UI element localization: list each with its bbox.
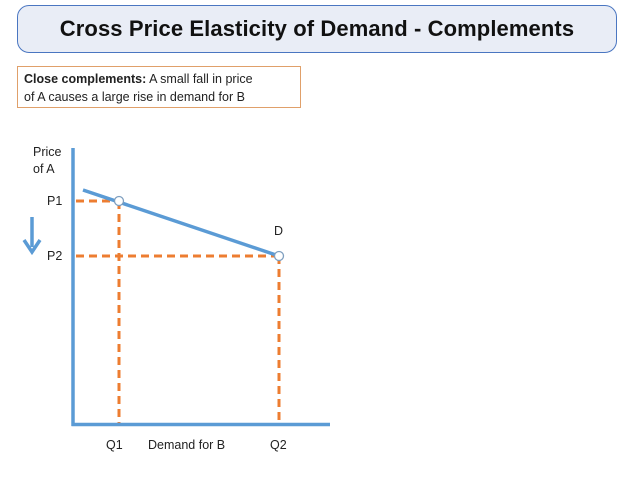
- note-line-2: of A causes a large rise in demand for B: [24, 90, 245, 104]
- note-bold-label: Close complements:: [24, 72, 147, 86]
- point-p2-q2: [273, 250, 285, 262]
- q1-label: Q1: [106, 438, 123, 452]
- y-axis-label-line1: Price: [33, 145, 62, 159]
- demand-curve: [82, 188, 280, 258]
- point-p1-q1: [113, 195, 125, 207]
- note-box: Close complements: A small fall in price…: [17, 66, 301, 108]
- q2-label: Q2: [270, 438, 287, 452]
- p1-label: P1: [47, 194, 62, 208]
- x-axis-label: Demand for B: [148, 438, 225, 452]
- demand-curve-label: D: [274, 224, 283, 238]
- note-line1-text: A small fall in price: [149, 72, 253, 86]
- p2-label: P2: [47, 249, 62, 263]
- y-axis-label-line2: of A: [33, 162, 55, 176]
- note-line-1: Close complements: A small fall in price: [24, 70, 294, 88]
- price-fall-arrow-icon: [22, 239, 42, 256]
- slide-title: Cross Price Elasticity of Demand - Compl…: [59, 16, 575, 41]
- title-box: Cross Price Elasticity of Demand - Compl…: [17, 5, 617, 53]
